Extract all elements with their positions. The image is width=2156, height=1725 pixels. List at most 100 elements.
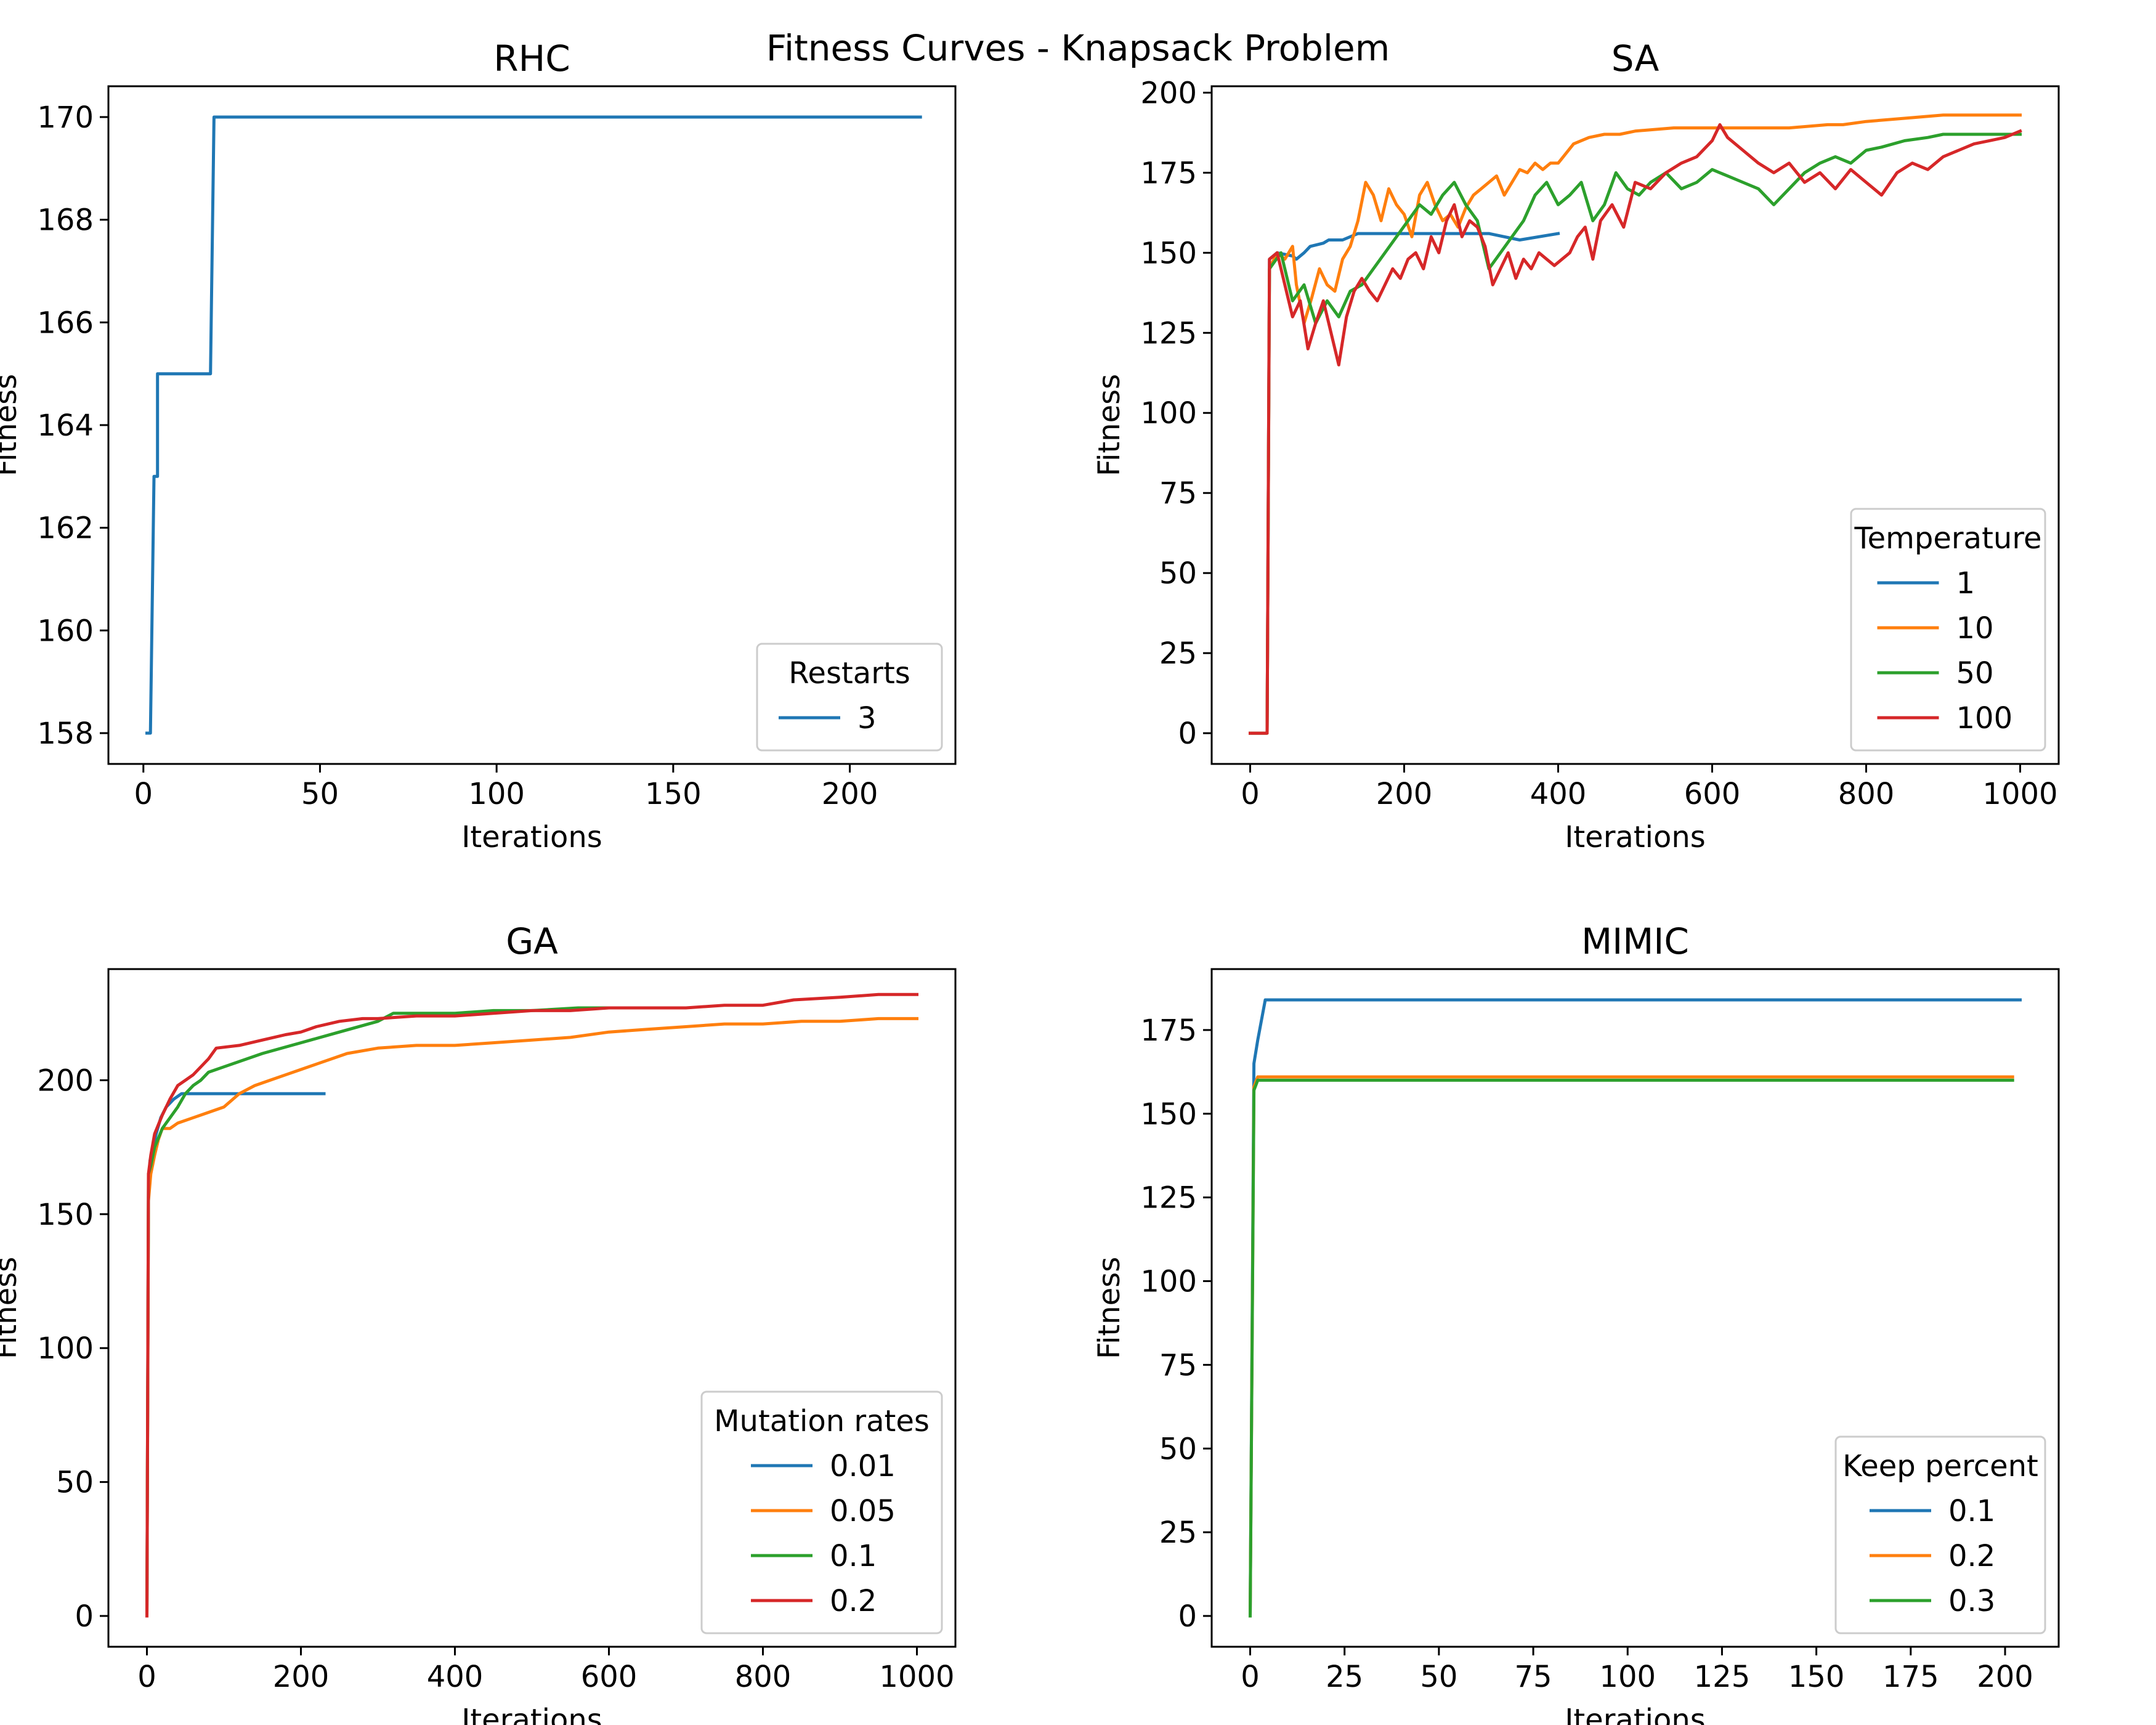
sa-xlabel: Iterations xyxy=(1565,820,1706,854)
rhc-ytick-label: 166 xyxy=(37,306,94,340)
figure-title: Fitness Curves - Knapsack Problem xyxy=(766,27,1390,69)
rhc-legend: Restarts 3 xyxy=(756,643,943,752)
mimic-legend-label-0.3: 0.3 xyxy=(1948,1584,1995,1618)
rhc-series-line-3 xyxy=(145,115,922,735)
ga-xtick-label: 600 xyxy=(581,1660,638,1694)
rhc-title: RHC xyxy=(493,38,570,79)
mimic-ytick-label: 0 xyxy=(1178,1599,1197,1634)
mimic-xtick-label: 0 xyxy=(1241,1660,1260,1694)
ga-legend: Mutation rates 0.01 0.05 0.1 0.2 xyxy=(700,1390,943,1634)
ga-legend-title: Mutation rates xyxy=(714,1404,930,1439)
ga-legend-label-0.2: 0.2 xyxy=(830,1584,877,1618)
ga-xtick-label: 800 xyxy=(735,1660,792,1694)
ga-xlabel: Iterations xyxy=(461,1703,602,1725)
mimic-ylabel: Fitness xyxy=(1092,1257,1127,1359)
mimic-legend-label-0.2: 0.2 xyxy=(1948,1539,1995,1573)
mimic-axes-frame xyxy=(1210,968,2060,1648)
mimic-xlabel: Iterations xyxy=(1565,1703,1706,1725)
ga-series-line-0.2 xyxy=(145,992,918,1618)
mimic-legend-box xyxy=(1834,1435,2046,1634)
sa-subplot: 0 200 400 600 800 10000255075100125150175200S… xyxy=(1092,38,2060,854)
sa-legend-title: Temperature xyxy=(1854,521,2041,556)
sa-series-line-10 xyxy=(1249,113,2022,735)
sa-xtick-label: 800 xyxy=(1838,777,1895,811)
mimic-xtick-label: 25 xyxy=(1326,1660,1363,1694)
rhc-legend-title: Restarts xyxy=(788,656,910,691)
rhc-xtick-label: 0 xyxy=(134,777,153,811)
mimic-subplot: 0 25 50 75 100 125 150 175 200 0 25 50 75 100 125 150 17… xyxy=(1092,920,2060,1725)
sa-xtick-label: 1000 xyxy=(1982,777,2057,811)
mimic-legend: Keep percent 0.1 0.2 0.3 xyxy=(1834,1435,2046,1634)
rhc-ytick-label: 168 xyxy=(37,203,94,238)
sa-ytick-label: 75 xyxy=(1159,476,1197,511)
ga-ytick-label: 200 xyxy=(37,1063,94,1098)
sa-ytick-label: 150 xyxy=(1140,236,1197,270)
mimic-xtick-label: 100 xyxy=(1599,1660,1656,1694)
ga-ytick-label: 0 xyxy=(75,1599,94,1634)
rhc-ytick-label: 162 xyxy=(37,511,94,546)
sa-lines xyxy=(1249,113,2022,735)
sa-xtick-label: 200 xyxy=(1376,777,1433,811)
sa-xtick-label: 600 xyxy=(1684,777,1741,811)
ga-legend-label-0.05: 0.05 xyxy=(830,1494,896,1528)
ga-series-line-0.1 xyxy=(145,1006,657,1618)
mimic-xtick-label: 175 xyxy=(1882,1660,1939,1694)
mimic-legend-label-0.1: 0.1 xyxy=(1948,1494,1995,1528)
ga-xtick-label: 0 xyxy=(137,1660,156,1694)
rhc-xtick-label: 150 xyxy=(645,777,702,811)
sa-legend-label-1: 1 xyxy=(1956,566,1976,601)
sa-xtick-label: 0 xyxy=(1241,777,1260,811)
ga-title: GA xyxy=(506,920,558,962)
ga-xtick-label: 200 xyxy=(273,1660,330,1694)
sa-ytick-label: 175 xyxy=(1140,156,1197,190)
ga-legend-box xyxy=(700,1390,943,1634)
ga-lines xyxy=(145,992,918,1618)
ga-series-line-0.05 xyxy=(145,1017,918,1618)
sa-title: SA xyxy=(1611,38,1660,79)
rhc-ytick-label: 160 xyxy=(37,614,94,648)
rhc-subplot: 0 50 100 150 200 158 160 162 164 166 168 170 RHC Iter… xyxy=(0,38,957,854)
mimic-lines xyxy=(1248,998,2022,1618)
mimic-ytick-label: 25 xyxy=(1159,1516,1197,1550)
ga-legend-label-0.01: 0.01 xyxy=(830,1449,896,1484)
mimic-ytick-label: 50 xyxy=(1159,1432,1197,1466)
ga-xtick-label: 1000 xyxy=(879,1660,954,1694)
ga-ytick-label: 100 xyxy=(37,1331,94,1366)
mimic-title: MIMIC xyxy=(1581,920,1689,962)
sa-series-line-50 xyxy=(1249,132,2022,735)
rhc-ytick-label: 158 xyxy=(37,716,94,751)
sa-ytick-label: 0 xyxy=(1178,716,1197,751)
ga-axes-frame xyxy=(107,968,957,1648)
rhc-lines xyxy=(145,115,922,735)
mimic-series-line-0.3 xyxy=(1248,1078,2014,1618)
mimic-xtick-label: 75 xyxy=(1515,1660,1552,1694)
rhc-ytick-label: 164 xyxy=(37,408,94,443)
sa-ytick-label: 100 xyxy=(1140,396,1197,431)
rhc-xlabel: Iterations xyxy=(461,820,602,854)
sa-ytick-label: 125 xyxy=(1140,316,1197,351)
ga-ylabel: Fitness xyxy=(0,1257,23,1359)
rhc-legend-box xyxy=(756,643,943,752)
mimic-xtick-label: 50 xyxy=(1420,1660,1457,1694)
sa-legend-box xyxy=(1850,508,2046,752)
sa-legend-label-10: 10 xyxy=(1956,611,1994,646)
mimic-ytick-label: 175 xyxy=(1140,1013,1197,1048)
rhc-ytick-label: 170 xyxy=(37,100,94,135)
sa-ytick-label: 25 xyxy=(1159,636,1197,671)
mimic-xtick-label: 150 xyxy=(1788,1660,1845,1694)
sa-series-line-100 xyxy=(1249,123,2022,735)
sa-axes-frame xyxy=(1210,85,2060,765)
sa-ylabel: Fitness xyxy=(1092,374,1127,476)
mimic-ytick-label: 100 xyxy=(1140,1265,1197,1299)
mimic-ytick-label: 150 xyxy=(1140,1097,1197,1132)
ga-legend-label-0.1: 0.1 xyxy=(830,1539,877,1573)
rhc-xtick-label: 200 xyxy=(822,777,878,811)
ga-subplot: 0 200 400 600 800 1000 0 50 100 150 200 GA Iteration… xyxy=(0,920,957,1725)
mimic-ytick-label: 125 xyxy=(1140,1181,1197,1216)
ga-ytick-label: 150 xyxy=(37,1198,94,1232)
sa-xtick-label: 400 xyxy=(1530,777,1587,811)
sa-legend-label-50: 50 xyxy=(1956,656,1994,691)
rhc-xtick-label: 50 xyxy=(301,777,339,811)
subplots: 0 50 100 150 200158160162164166168170RHCIter… xyxy=(0,38,2060,1725)
